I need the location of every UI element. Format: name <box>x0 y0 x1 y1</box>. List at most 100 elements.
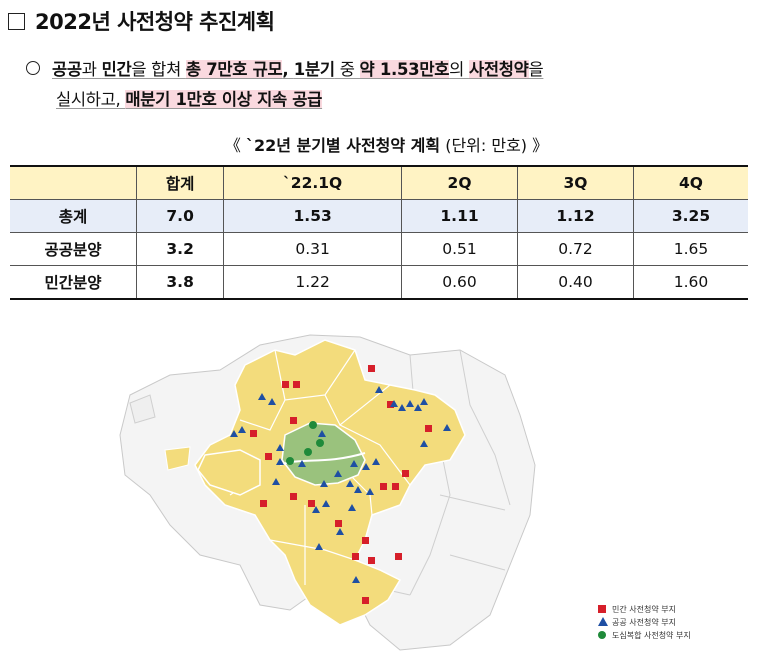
public-site-marker <box>272 478 280 485</box>
public-site-marker <box>320 480 328 487</box>
private-site-marker <box>308 500 315 507</box>
private-site-marker <box>387 401 394 408</box>
table-header-cell: 3Q <box>517 165 634 200</box>
legend-label: 도심복합 사전청약 부지 <box>612 631 691 640</box>
table-caption: 《 `22년 분기별 사전청약 계획 (단위: 만호) 》 <box>0 132 773 156</box>
bullet-text: 을 합쳐 <box>131 60 186 79</box>
public-site-marker <box>315 543 323 550</box>
public-site-marker <box>350 460 358 467</box>
bullet-highlight-total: 총 7만호 규모 <box>185 60 283 79</box>
private-site-marker <box>392 483 399 490</box>
public-site-marker <box>268 398 276 405</box>
public-site-marker <box>366 488 374 495</box>
public-site-marker <box>276 458 284 465</box>
map-island <box>129 394 156 424</box>
table-header-cell: `22.1Q <box>223 165 403 200</box>
bullet-text-public: 공공 <box>52 60 82 79</box>
public-site-markers <box>230 386 451 583</box>
caption-open-bracket: 《 <box>224 136 246 155</box>
public-site-marker <box>443 424 451 431</box>
table-cell: 7.0 <box>135 199 225 233</box>
map-legend: 민간 사전청약 부지 공공 사전청약 부지 도심복합 사전청약 부지 <box>598 603 691 642</box>
bullet-line-1: 공공과 민간을 합쳐 총 7만호 규모, 1분기 중 약 1.53만호의 사전청… <box>26 56 544 80</box>
map-seoul-river <box>279 452 366 466</box>
legend-item-public: 공공 사전청약 부지 <box>598 616 691 629</box>
table-row-label: 공공분양 <box>10 232 137 266</box>
table-cell: 1.22 <box>223 265 403 300</box>
capital-area-site-map <box>119 334 536 651</box>
bullet-text: 실시하고, <box>56 90 126 109</box>
public-site-marker <box>406 400 414 407</box>
table-header-cell: 4Q <box>632 165 748 200</box>
map-incheon-region <box>197 449 261 496</box>
public-site-marker <box>238 426 246 433</box>
bullet-highlight-quarterly: 매분기 1만호 이상 지속 공급 <box>125 90 323 109</box>
bullet-highlight-presale: 사전청약 <box>468 60 529 79</box>
quarterly-plan-table: 합계 `22.1Q 2Q 3Q 4Q 총계 7.0 1.53 1.11 1.12… <box>10 165 748 300</box>
private-site-marker <box>352 553 359 560</box>
public-site-marker <box>375 386 383 393</box>
private-site-marker <box>425 425 432 432</box>
red-square-icon <box>598 605 606 613</box>
urban-site-marker <box>304 448 312 456</box>
public-site-marker <box>322 500 330 507</box>
table-row: 공공분양 3.2 0.31 0.51 0.72 1.65 <box>10 232 748 266</box>
legend-label: 민간 사전청약 부지 <box>612 605 676 614</box>
caption-unit: (단위: 만호) <box>440 136 533 155</box>
public-site-marker <box>336 528 344 535</box>
public-site-marker <box>414 404 422 411</box>
bullet-line-2: 실시하고, 매분기 1만호 이상 지속 공급 <box>56 86 322 110</box>
private-site-marker <box>282 381 289 388</box>
private-site-marker <box>290 417 297 424</box>
urban-site-marker <box>309 421 317 429</box>
private-site-marker <box>250 430 257 437</box>
public-site-marker <box>352 576 360 583</box>
private-site-marker <box>380 483 387 490</box>
bullet-text: 의 <box>449 60 469 79</box>
private-site-marker <box>290 493 297 500</box>
public-site-marker <box>354 486 362 493</box>
public-site-marker <box>362 463 370 470</box>
legend-item-private: 민간 사전청약 부지 <box>598 603 691 616</box>
table-cell: 1.53 <box>223 199 403 233</box>
table-row-label: 총계 <box>10 199 137 233</box>
blue-triangle-icon <box>598 617 608 626</box>
public-site-marker <box>372 458 380 465</box>
table-cell: 0.31 <box>223 232 403 266</box>
heading-text: 2022년 사전청약 추진계획 <box>35 10 275 34</box>
table-cell: 3.8 <box>135 265 225 300</box>
bullet-circle-icon <box>26 61 40 75</box>
legend-label: 공공 사전청약 부지 <box>612 618 676 627</box>
public-site-marker <box>390 400 398 407</box>
legend-item-urban: 도심복합 사전청약 부지 <box>598 629 691 642</box>
urban-site-markers <box>286 421 324 465</box>
public-site-marker <box>230 430 238 437</box>
table-header-cell <box>10 165 137 200</box>
table-cell: 0.40 <box>517 265 634 300</box>
bullet-text: 중 <box>334 60 360 79</box>
public-site-marker <box>420 398 428 405</box>
map-island <box>164 446 191 471</box>
table-header-row: 합계 `22.1Q 2Q 3Q 4Q <box>10 165 748 200</box>
public-site-marker <box>318 430 326 437</box>
caption-close-bracket: 》 <box>532 136 549 155</box>
table-header-cell: 2Q <box>401 165 518 200</box>
map-seoul-region <box>281 422 366 486</box>
bullet-text: 을 <box>528 60 544 79</box>
table-cell: 1.65 <box>632 232 748 266</box>
page-heading: 2022년 사전청약 추진계획 <box>8 6 275 36</box>
bullet-text: 과 <box>81 60 102 79</box>
urban-site-marker <box>286 457 294 465</box>
public-site-marker <box>312 506 320 513</box>
private-site-marker <box>368 365 375 372</box>
private-site-marker <box>335 520 342 527</box>
bullet-text: , <box>282 60 294 79</box>
table-header-cell: 합계 <box>135 165 225 200</box>
table-row-label: 민간분양 <box>10 265 137 300</box>
table-row: 총계 7.0 1.53 1.11 1.12 3.25 <box>10 199 748 233</box>
table-cell: 1.60 <box>632 265 748 300</box>
table-cell: 0.72 <box>517 232 634 266</box>
public-site-marker <box>348 504 356 511</box>
public-site-marker <box>334 470 342 477</box>
caption-title: `22년 분기별 사전청약 계획 <box>245 136 441 155</box>
